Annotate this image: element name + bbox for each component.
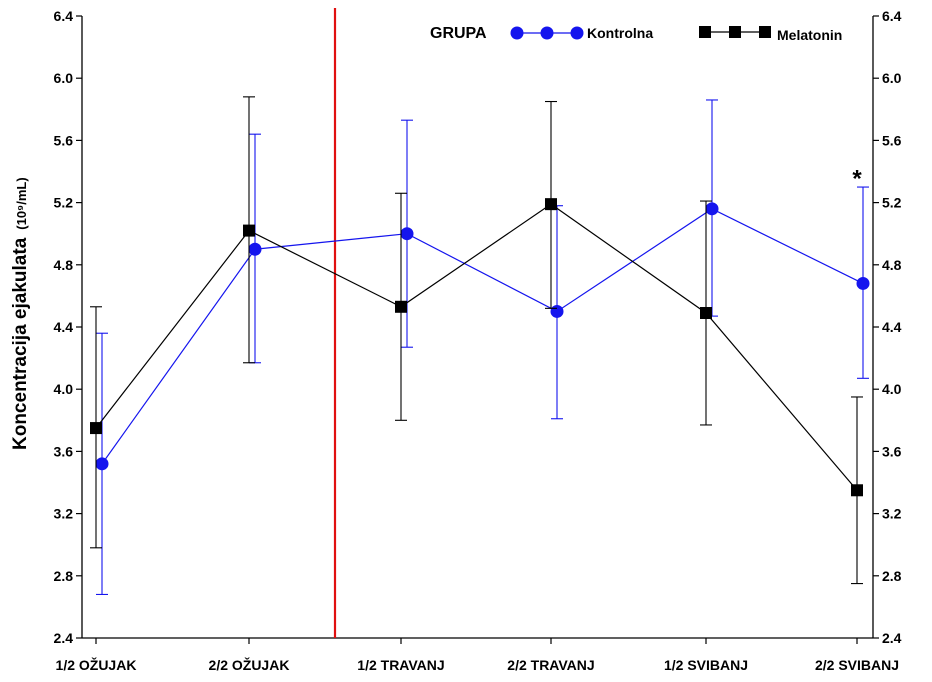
data-point-square [851, 484, 863, 497]
data-point-circle [95, 457, 109, 471]
legend-title: GRUPA [430, 25, 487, 42]
data-point-square [90, 422, 102, 435]
y-axis-unit-text: (10⁹/mL) [14, 177, 29, 229]
axes-group: 2.4 2.8 3.2 3.6 4.0 4.4 4.8 5.2 5.6 6.0 6.4 2.4 2.8 3… [10, 8, 902, 673]
y-tick-label: 3.2 [54, 506, 74, 522]
series-line [95, 203, 858, 491]
y2-tick-label: 4.8 [882, 257, 902, 273]
y2-tick-label: 3.6 [882, 443, 902, 459]
data-point-circle [248, 242, 262, 256]
series-kontrolna [95, 99, 870, 596]
legend-marker-kontrolna [540, 26, 554, 40]
legend-marker-melatonin [699, 26, 711, 38]
legend-label-melatonin: Melatonin [777, 27, 842, 43]
y-tick-label: 5.6 [54, 132, 74, 148]
x-category-label: 1/2 TRAVANJ [357, 657, 444, 673]
significance-asterisk: * [852, 165, 862, 192]
data-point-square [395, 300, 407, 313]
series-melatonin [90, 96, 863, 585]
x-category-label: 1/2 SVIBANJ [664, 657, 748, 673]
y-tick-label: 5.2 [54, 195, 74, 211]
legend-label-kontrolna: Kontrolna [587, 25, 653, 41]
y2-tick-label: 6.4 [882, 8, 902, 24]
y-tick-label: 6.4 [54, 8, 74, 24]
y2-tick-label: 3.2 [882, 506, 902, 522]
y-tick-label: 6.0 [54, 70, 74, 86]
y2-tick-label: 5.2 [882, 195, 902, 211]
y-tick-label: 2.4 [54, 630, 74, 646]
y-tick-label: 3.6 [54, 443, 74, 459]
y-axis-title: Koncentracija ejakulata (10⁹/mL) [10, 177, 31, 450]
x-category-label: 1/2 OŽUJAK [56, 656, 137, 673]
y2-tick-label: 4.4 [882, 319, 902, 335]
x-category-label: 2/2 OŽUJAK [209, 656, 290, 673]
y-tick-label: 4.4 [54, 319, 74, 335]
data-point-circle [705, 202, 719, 216]
legend-marker-melatonin [729, 26, 741, 38]
legend-marker-kontrolna [570, 26, 584, 40]
series-layer [90, 96, 870, 596]
y2-tick-label: 2.8 [882, 568, 902, 584]
y2-tick-label: 4.0 [882, 381, 902, 397]
data-point-square [243, 224, 255, 237]
y2-tick-label: 5.6 [882, 132, 902, 148]
data-point-circle [856, 276, 870, 290]
x-category-label: 2/2 TRAVANJ [507, 657, 594, 673]
data-point-circle [400, 227, 414, 241]
series-line [101, 208, 864, 465]
data-point-square [545, 198, 557, 211]
legend: GRUPA Kontrolna Melatonin [430, 25, 842, 43]
data-point-square [700, 307, 712, 320]
y-tick-label: 2.8 [54, 568, 74, 584]
y-tick-label: 4.0 [54, 381, 74, 397]
y-tick-label: 4.8 [54, 257, 74, 273]
y2-tick-label: 2.4 [882, 630, 902, 646]
y2-tick-label: 6.0 [882, 70, 902, 86]
legend-marker-kontrolna [510, 26, 524, 40]
x-category-label: 2/2 SVIBANJ [815, 657, 899, 673]
legend-marker-melatonin [759, 26, 771, 38]
data-point-circle [550, 304, 564, 318]
y-axis-title-text: Koncentracija ejakulata [10, 237, 31, 450]
annotations-group: * [852, 165, 862, 192]
